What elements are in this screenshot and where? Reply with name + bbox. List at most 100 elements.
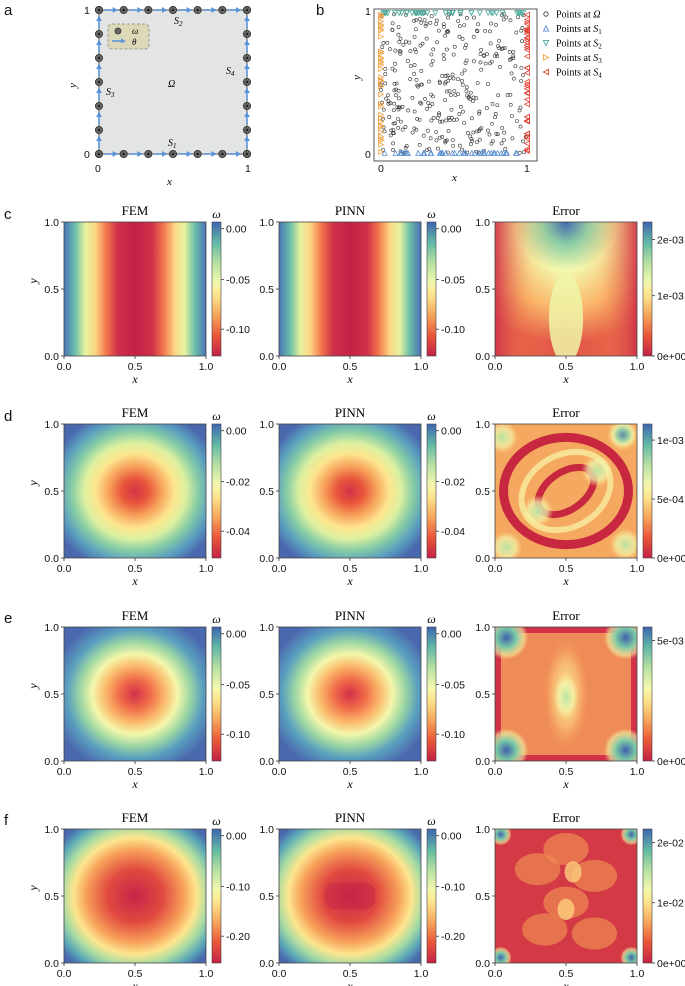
- field-fill: [64, 627, 206, 761]
- boundary-arrowhead: [162, 7, 167, 13]
- S3-point: [378, 33, 385, 40]
- S1-point: [420, 149, 427, 156]
- heatmap-d-error: Error 0.0 0.5 1.0 x 0.0 0.5 1.0 1e-03 5e-04 0e+00: [475, 405, 685, 588]
- corner-peak: [495, 728, 529, 761]
- b-ytick-0: 0: [365, 149, 371, 161]
- a-ylabel: y: [67, 83, 79, 89]
- y-tick-label: 1.0: [44, 622, 59, 634]
- S4-point: [523, 83, 530, 90]
- S4-point: [523, 90, 530, 97]
- x-axis-label: x: [131, 372, 138, 386]
- error-blob: [495, 424, 519, 454]
- y-axis-label: y: [26, 683, 40, 690]
- S3-point: [378, 27, 385, 34]
- omega-point: [447, 12, 452, 17]
- S1-point: [456, 149, 463, 156]
- omega-point: [447, 118, 452, 122]
- omega-point: [477, 109, 482, 114]
- colorbar-tick-label: 5e-04: [657, 494, 684, 506]
- panel-letter-d: d: [4, 408, 13, 425]
- heatmap-field: [279, 222, 421, 356]
- heatmap-c-error: Error 0.0 0.5 1.0 x 0.0 0.5 1.0 2e-03 1e-03 0e+00: [475, 203, 685, 386]
- colorbar: [426, 423, 437, 559]
- omega-point: [429, 62, 434, 67]
- omega-point: [414, 78, 419, 82]
- omega-point: [425, 107, 430, 111]
- boundary-arrowhead: [211, 7, 217, 13]
- omega-point: [511, 50, 516, 54]
- omega-point: [382, 129, 387, 134]
- boundary-arrowhead: [244, 64, 250, 69]
- S3-point: [378, 111, 385, 118]
- heatmap-field: [279, 627, 421, 761]
- x-tick-label: 0.0: [57, 361, 72, 373]
- omega-point: [493, 112, 498, 116]
- omega-point: [452, 88, 457, 93]
- omega-point: [460, 71, 465, 76]
- boundary-point-core: [97, 8, 101, 12]
- S4-point: [523, 147, 530, 154]
- x-axis-label: x: [346, 777, 353, 791]
- heatmap-title: FEM: [122, 810, 149, 825]
- omega-point: [444, 30, 449, 34]
- panel-letter-b: b: [316, 2, 325, 19]
- S1-point: [485, 149, 492, 156]
- omega-point: [495, 54, 500, 58]
- omega-point: [446, 115, 451, 120]
- S1-point: [480, 149, 487, 156]
- omega-point: [511, 54, 516, 59]
- omega-point: [394, 81, 399, 86]
- inset-omega-label: ω: [132, 26, 138, 36]
- x-tick-label: 0.5: [343, 766, 358, 778]
- omega-point: [403, 125, 408, 129]
- omega-point: [488, 29, 492, 34]
- y-tick-label: 1.0: [259, 622, 274, 634]
- boundary-arrowhead: [96, 40, 102, 45]
- omega-point: [451, 76, 456, 81]
- S2-point: [476, 10, 483, 17]
- omega-point: [435, 40, 439, 45]
- error-patch: [571, 917, 618, 950]
- error-peak: [609, 424, 636, 448]
- omega-point: [434, 130, 439, 135]
- x-tick-label: 0.0: [272, 766, 287, 778]
- omega-point: [468, 90, 473, 95]
- colorbar: [642, 423, 653, 559]
- S1-point: [415, 149, 422, 156]
- heatmap-field: [495, 627, 637, 761]
- colorbar: [642, 626, 653, 762]
- colorbar-tick-label: 0.00: [441, 629, 462, 641]
- omega-point: [397, 96, 401, 101]
- boundary-point-core: [171, 152, 175, 156]
- boundary-arrowhead: [244, 16, 250, 21]
- omega-point: [435, 116, 440, 120]
- omega-point: [436, 146, 440, 151]
- S2-point: [381, 10, 388, 17]
- colorbar-tick-label: -0.05: [441, 680, 465, 692]
- colorbar-tick-label: 2e-02: [657, 837, 684, 849]
- omega-point: [501, 46, 505, 51]
- omega-point: [464, 89, 469, 94]
- S1-point: [437, 149, 444, 156]
- b-xtick-1: 1: [524, 163, 530, 175]
- boundary-point-core: [221, 152, 224, 156]
- boundary-point-core: [97, 152, 101, 156]
- omega-point: [408, 77, 413, 82]
- omega-point: [408, 64, 413, 69]
- omega-point: [384, 96, 389, 101]
- y-tick-label: 1.0: [475, 217, 490, 229]
- S3-point: [378, 23, 385, 30]
- y-tick-label: 0.5: [44, 689, 59, 701]
- omega-point: [431, 94, 435, 99]
- S4-point: [523, 113, 530, 120]
- omega-point: [393, 48, 398, 53]
- corner-peak: [603, 627, 637, 660]
- error-blob: [581, 454, 614, 487]
- omega-point: [380, 45, 385, 50]
- omega-point: [438, 80, 442, 85]
- x-tick-label: 0.0: [488, 766, 503, 778]
- colorbar-label: ω: [427, 207, 435, 221]
- S4-point: [523, 37, 530, 44]
- omega-point: [513, 64, 518, 69]
- omega-point: [514, 30, 519, 35]
